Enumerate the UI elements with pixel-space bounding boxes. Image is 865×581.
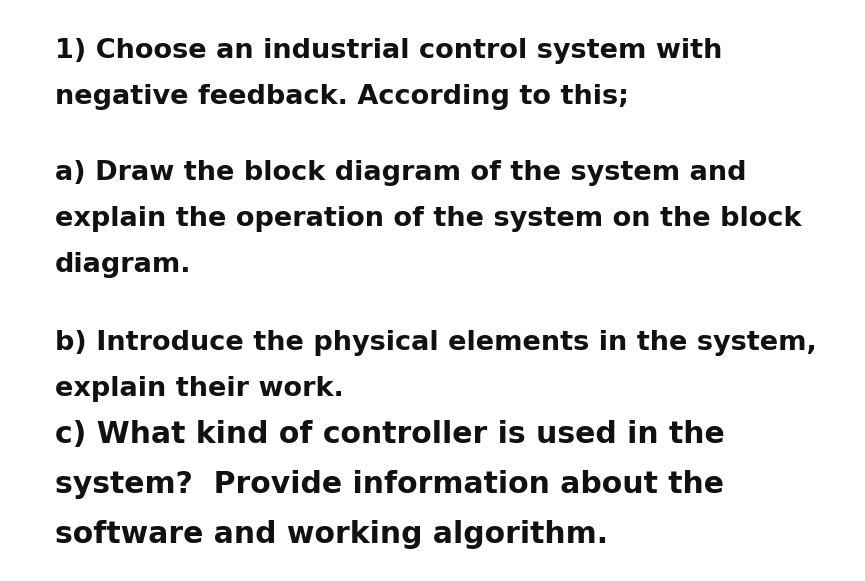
Text: explain their work.: explain their work. bbox=[55, 376, 343, 402]
Text: b) Introduce the physical elements in the system,: b) Introduce the physical elements in th… bbox=[55, 330, 817, 356]
Text: software and working algorithm.: software and working algorithm. bbox=[55, 520, 608, 549]
Text: diagram.: diagram. bbox=[55, 252, 191, 278]
Text: explain the operation of the system on the block: explain the operation of the system on t… bbox=[55, 206, 802, 232]
Text: c) What kind of controller is used in the: c) What kind of controller is used in th… bbox=[55, 420, 725, 449]
Text: negative feedback. According to this;: negative feedback. According to this; bbox=[55, 84, 629, 110]
Text: system?  Provide information about the: system? Provide information about the bbox=[55, 470, 724, 499]
Text: a) Draw the block diagram of the system and: a) Draw the block diagram of the system … bbox=[55, 160, 746, 186]
Text: 1) Choose an industrial control system with: 1) Choose an industrial control system w… bbox=[55, 38, 722, 64]
